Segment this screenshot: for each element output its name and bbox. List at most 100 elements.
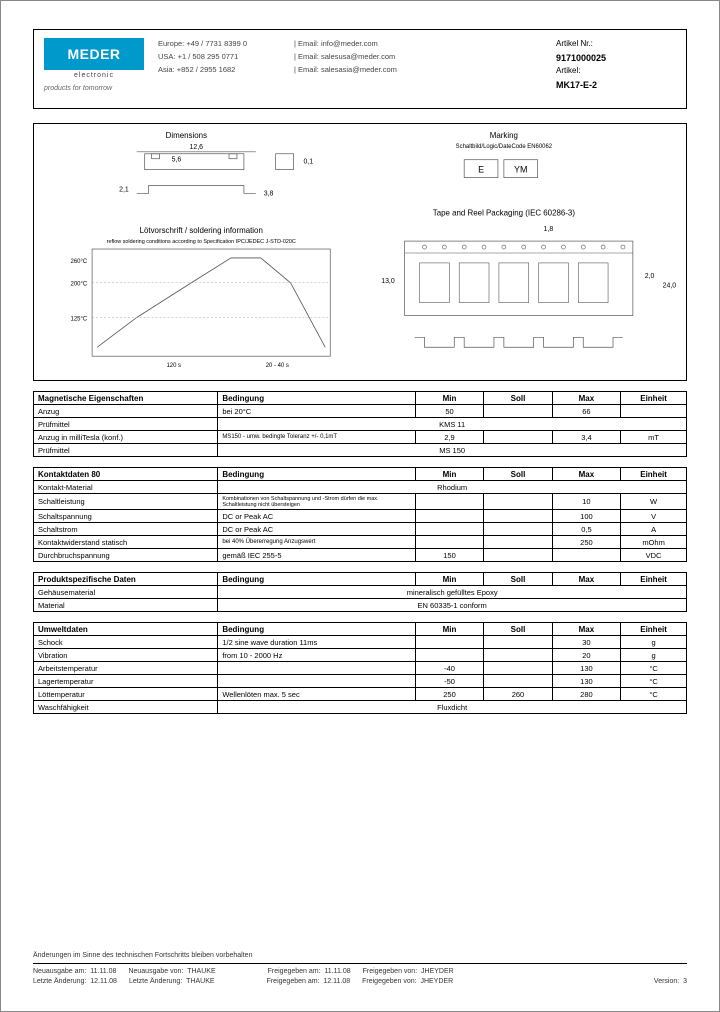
mag-title: Magnetische Eigenschaften (34, 392, 218, 405)
header-box: MEDER electronic products for tomorrow E… (33, 29, 687, 109)
letzte-von: THAUKE (186, 978, 214, 985)
table-row: Kontaktwiderstand statisch bei 40% Übere… (34, 536, 687, 549)
svg-text:reflow soldering conditions ac: reflow soldering conditions according to… (107, 239, 296, 245)
col-unit: Einheit (621, 573, 687, 586)
col-soll: Soll (484, 623, 552, 636)
col-soll: Soll (484, 468, 552, 481)
frei2-am-label: Freigegeben am: (267, 978, 320, 985)
footer: Änderungen im Sinne des technischen Fort… (33, 952, 687, 985)
phone-asia: Asia: +852 / 2955 1682 (158, 64, 288, 77)
svg-text:E: E (478, 165, 484, 175)
svg-text:Lötvorschrift / soldering info: Lötvorschrift / soldering information (140, 226, 263, 235)
article-column: Artikel Nr.: 9171000025 Artikel: MK17-E-… (556, 38, 676, 98)
letzte-am-label: Letzte Änderung: (33, 978, 86, 985)
kontakt-title: Kontaktdaten 80 (34, 468, 218, 481)
col-unit: Einheit (621, 623, 687, 636)
table-row: Kontakt-Material Rhodium (34, 481, 687, 494)
col-unit: Einheit (621, 392, 687, 405)
table-magnetic: Magnetische Eigenschaften Bedingung Min … (33, 391, 687, 457)
svg-text:12,6: 12,6 (190, 144, 204, 151)
col-unit: Einheit (621, 468, 687, 481)
col-min: Min (415, 573, 483, 586)
article-nr-label: Artikel Nr.: (556, 38, 676, 51)
svg-text:Dimensions: Dimensions (166, 131, 207, 140)
svg-text:13,0: 13,0 (381, 278, 395, 285)
svg-text:2,0: 2,0 (645, 273, 655, 280)
col-max: Max (552, 623, 620, 636)
mag-cond: Bedingung (218, 392, 415, 405)
logo-column: MEDER electronic products for tomorrow (44, 38, 144, 98)
produkt-cond: Bedingung (218, 573, 415, 586)
frei2-am: 12.11.08 (323, 978, 350, 985)
svg-text:200°C: 200°C (71, 282, 88, 288)
version-label: Version: (654, 978, 679, 985)
contact-column: Europe: +49 / 7731 8399 0 USA: +1 / 508 … (158, 38, 542, 98)
svg-text:3,8: 3,8 (264, 190, 274, 197)
table-row: Prüfmittel MS 150 (34, 444, 687, 457)
meder-logo: MEDER (44, 38, 144, 70)
svg-text:2,1: 2,1 (119, 186, 129, 193)
neu-von: THAUKE (187, 968, 215, 975)
svg-text:24,0: 24,0 (663, 283, 677, 290)
table-row: Arbeitstemperatur -40 130 °C (34, 662, 687, 675)
slogan: products for tomorrow (44, 85, 144, 93)
frei2-von: JHEYDER (421, 978, 454, 985)
svg-text:125°C: 125°C (71, 316, 88, 322)
table-row: Durchbruchspannung gemäß IEC 255-5 150 V… (34, 549, 687, 562)
svg-text:120 s: 120 s (167, 363, 182, 369)
table-row: Anzug bei 20°C 50 66 (34, 405, 687, 418)
email-usa: | Email: salesusa@meder.com (294, 51, 397, 64)
table-umwelt: Umweltdaten Bedingung Min Soll Max Einhe… (33, 622, 687, 714)
frei-am-label: Freigegeben am: (268, 968, 321, 975)
table-row: Prüfmittel KMS 11 (34, 418, 687, 431)
table-row: Schaltspannung DC or Peak AC 100 V (34, 510, 687, 523)
neu-von-label: Neuausgabe von: (128, 968, 183, 975)
phone-europe: Europe: +49 / 7731 8399 0 (158, 38, 288, 51)
svg-text:YM: YM (514, 165, 527, 175)
table-row: Schaltstrom DC or Peak AC 0,5 A (34, 523, 687, 536)
svg-text:1,8: 1,8 (544, 226, 554, 233)
diagram-svg: Dimensions 12,6 5,6 0,1 2,1 3,8 Marking … (34, 124, 686, 380)
diagram-box: Dimensions 12,6 5,6 0,1 2,1 3,8 Marking … (33, 123, 687, 381)
frei-am: 11.11.08 (324, 968, 350, 975)
table-row: Schaltleistung Kombinationen von Schalts… (34, 494, 687, 510)
table-row: Lagertemperatur -50 130 °C (34, 675, 687, 688)
col-min: Min (415, 468, 483, 481)
table-row: Schock 1/2 sine wave duration 11ms 30 g (34, 636, 687, 649)
col-min: Min (415, 623, 483, 636)
neu-am-label: Neuausgabe am: (33, 968, 86, 975)
table-row: Gehäusematerial mineralisch gefülltes Ep… (34, 586, 687, 599)
produkt-title: Produktspezifische Daten (34, 573, 218, 586)
svg-text:5,6: 5,6 (172, 157, 182, 164)
col-min: Min (415, 392, 483, 405)
svg-text:Tape and Reel Packaging (IEC 6: Tape and Reel Packaging (IEC 60286-3) (433, 208, 576, 217)
umwelt-title: Umweltdaten (34, 623, 218, 636)
phone-usa: USA: +1 / 508 295 0771 (158, 51, 288, 64)
article-nr: 9171000025 (556, 51, 676, 65)
col-soll: Soll (484, 573, 552, 586)
table-row: Material EN 60335-1 conform (34, 599, 687, 612)
email-asia: | Email: salesasia@meder.com (294, 64, 397, 77)
table-row: Vibration from 10 - 2000 Hz 20 g (34, 649, 687, 662)
umwelt-cond: Bedingung (218, 623, 415, 636)
table-produkt: Produktspezifische Daten Bedingung Min S… (33, 572, 687, 612)
article-label: Artikel: (556, 65, 676, 78)
svg-text:20 - 40 s: 20 - 40 s (266, 363, 289, 369)
col-max: Max (552, 392, 620, 405)
svg-text:260°C: 260°C (71, 259, 88, 265)
table-row: Waschfähigkeit Fluxdicht (34, 701, 687, 714)
neu-am: 11.11.08 (90, 968, 116, 975)
table-kontakt: Kontaktdaten 80 Bedingung Min Soll Max E… (33, 467, 687, 562)
logo-subtitle: electronic (44, 72, 144, 79)
col-max: Max (552, 468, 620, 481)
version: 3 (683, 978, 687, 985)
table-row: Löttemperatur Wellenlöten max. 5 sec 250… (34, 688, 687, 701)
table-row: Anzug in milliTesla (konf.) MS150 - umw.… (34, 431, 687, 444)
frei2-von-label: Freigegeben von: (362, 978, 416, 985)
svg-text:Schaltbild/Logic/DateCode EN60: Schaltbild/Logic/DateCode EN60062 (456, 144, 552, 150)
letzte-am: 12.11.08 (90, 978, 117, 985)
datasheet-page: MEDER electronic products for tomorrow E… (0, 0, 720, 1012)
col-soll: Soll (484, 392, 552, 405)
frei-von: JHEYDER (421, 968, 454, 975)
article-name: MK17-E-2 (556, 78, 676, 92)
